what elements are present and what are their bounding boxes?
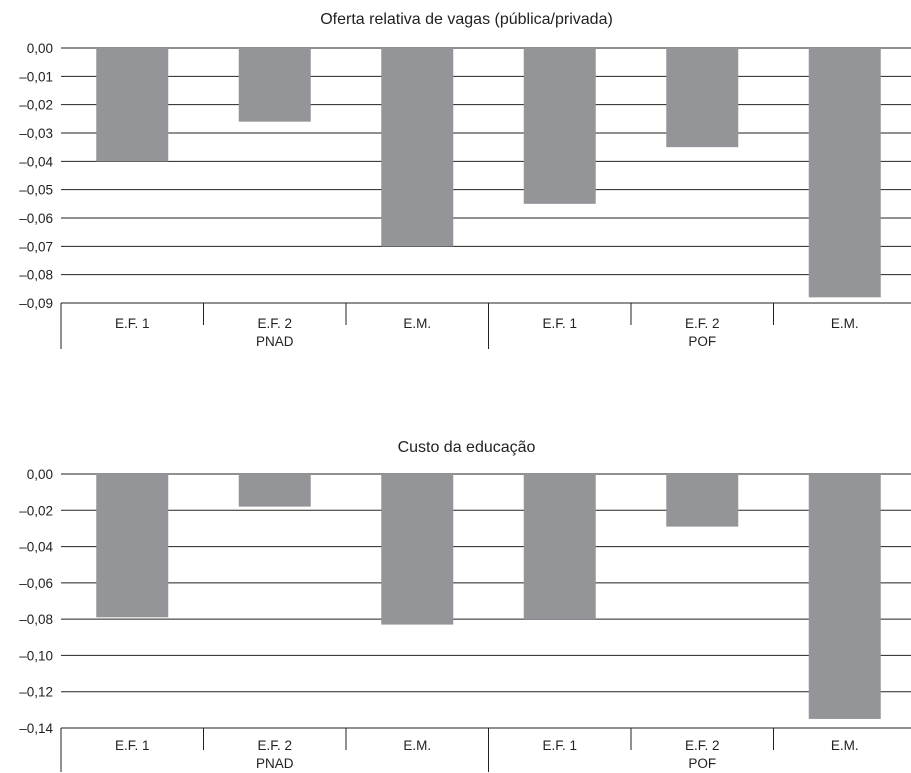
bar [96,48,169,162]
y-tick-label: –0,07 [19,239,53,254]
chart-title: Custo da educação [398,439,536,456]
x-category-label: E.M. [831,738,859,753]
y-tick-label: –0,12 [19,685,53,700]
bar [96,474,169,618]
bar [381,48,454,247]
chart-oferta-relativa: Oferta relativa de vagas (pública/privad… [19,11,911,349]
bar [238,474,311,507]
x-category-label: E.F. 2 [257,316,292,331]
x-category-label: E.F. 2 [685,738,720,753]
y-tick-label: 0,00 [27,41,53,56]
y-tick-label: –0,06 [19,211,53,226]
chart-custo-educacao: Custo da educação 0,00 –0,02 –0,04 –0,06 –0,… [19,439,911,772]
bar [666,48,739,148]
y-tick-label: –0,01 [19,69,53,84]
x-group-label: PNAD [256,334,294,349]
y-tick-label: –0,14 [19,721,53,736]
x-category-label: E.M. [403,316,431,331]
x-group-label: PNAD [256,756,294,771]
x-category-label: E.F. 1 [115,316,150,331]
bar [808,474,881,719]
y-tick-label: –0,10 [19,648,53,663]
y-tick-label: –0,02 [19,98,53,113]
y-tick-label: –0,04 [19,154,53,169]
y-tick-label: –0,08 [19,612,53,627]
x-group-label: POF [688,334,716,349]
bar [666,474,739,527]
y-tick-label: –0,05 [19,183,53,198]
y-tick-label: –0,04 [19,540,53,555]
bar [523,474,596,620]
x-category-label: E.M. [403,738,431,753]
x-group-label: POF [688,756,716,771]
y-tick-label: –0,08 [19,268,53,283]
y-tick-label: –0,06 [19,576,53,591]
y-tick-label: –0,09 [19,296,53,311]
bar [808,48,881,298]
x-category-label: E.F. 2 [685,316,720,331]
x-category-label: E.F. 1 [115,738,150,753]
bar [238,48,311,122]
y-tick-label: –0,02 [19,503,53,518]
bar [523,48,596,204]
bar [381,474,454,625]
x-category-label: E.M. [831,316,859,331]
chart-title: Oferta relativa de vagas (pública/privad… [320,11,613,28]
y-tick-label: 0,00 [27,467,53,482]
x-category-label: E.F. 1 [542,316,577,331]
x-category-label: E.F. 2 [257,738,292,753]
y-tick-label: –0,03 [19,126,53,141]
x-category-label: E.F. 1 [542,738,577,753]
